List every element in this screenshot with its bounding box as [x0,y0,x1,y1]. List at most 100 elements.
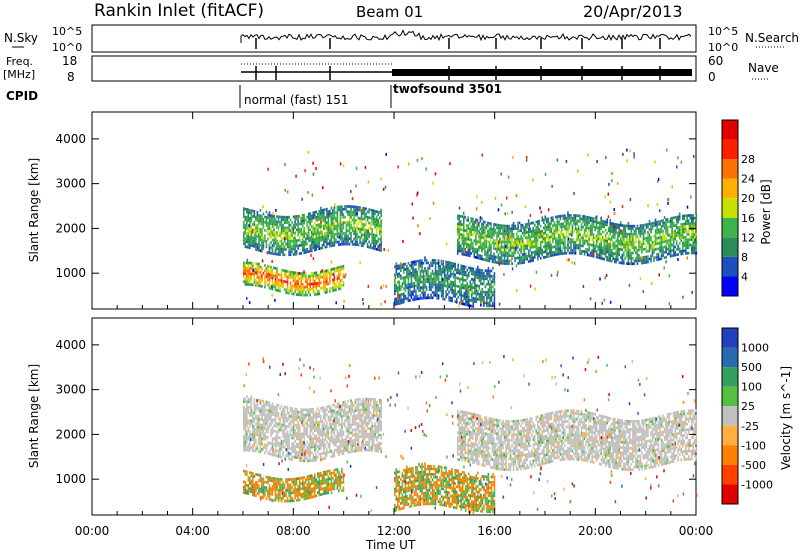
range-gate-cell [247,208,250,212]
range-gate-cell [378,246,381,249]
range-gate-cell [585,218,587,221]
range-gate-cell [288,229,290,232]
range-gate-cell [693,251,696,255]
range-gate-cell [476,229,479,233]
range-gate-cell [430,264,432,267]
range-gate-cell [316,212,319,216]
range-gate-cell [280,282,283,285]
range-gate-cell [291,276,293,280]
range-gate-cell [350,205,352,208]
range-gate-cell [580,249,583,253]
range-gate-cell [490,299,493,302]
range-gate-cell [395,262,398,266]
range-gate-cell [472,270,475,273]
range-gate-cell [555,250,557,254]
range-gate-cell [456,233,459,237]
range-gate-cell [365,231,367,235]
range-gate-cell [431,258,434,262]
range-gate-cell [612,254,615,258]
range-gate-cell [284,188,287,192]
range-gate-cell [306,432,309,436]
range-gate-cell [516,288,518,292]
range-gate-cell [665,221,667,224]
range-gate-cell [261,431,263,435]
range-gate-cell [329,209,331,213]
range-gate-cell [307,454,310,457]
range-gate-cell [292,223,295,227]
range-gate-cell [294,445,296,448]
range-gate-cell [298,228,301,231]
range-gate-cell [406,267,408,271]
range-gate-cell [354,213,357,217]
range-gate-cell [533,237,536,240]
range-gate-cell [342,267,345,271]
range-gate-cell [479,241,482,244]
range-gate-cell [339,287,342,290]
range-gate-cell [580,252,583,256]
range-gate-cell [264,432,266,436]
range-gate-cell [282,423,284,427]
range-gate-cell [464,265,467,269]
range-gate-cell [335,285,337,289]
range-gate-cell [286,451,289,455]
range-gate-cell [333,222,336,226]
range-gate-cell [261,426,263,430]
range-gate-cell [480,290,482,294]
range-gate-cell [292,436,295,440]
range-gate-cell [250,283,253,287]
range-gate-cell [261,448,263,451]
range-gate-cell [576,233,578,236]
range-gate-cell [432,201,435,205]
range-gate-cell [327,228,330,232]
range-gate-cell [268,425,271,429]
range-gate-cell [557,270,559,274]
range-gate-cell [264,274,266,278]
range-gate-cell [247,211,250,214]
range-gate-cell [489,272,491,275]
range-gate-cell [564,246,566,250]
range-gate-cell [478,256,480,260]
range-gate-cell [582,239,584,242]
range-gate-cell [573,222,575,225]
range-gate-cell [351,229,354,233]
range-gate-cell [482,228,485,232]
range-gate-cell [491,230,494,234]
range-gate-cell [375,242,378,246]
range-gate-cell [297,225,299,229]
range-gate-cell [686,230,689,234]
range-gate-cell [270,287,272,290]
range-gate-cell [369,224,372,228]
range-gate-cell [250,267,253,270]
range-gate-cell [633,232,636,236]
range-gate-cell [436,278,438,281]
range-gate-cell [508,238,510,241]
range-gate-cell [313,216,316,220]
range-gate-cell [629,262,631,266]
range-gate-cell [318,223,321,226]
range-gate-cell [454,289,456,293]
range-gate-cell [428,274,431,278]
range-gate-cell [274,223,277,226]
range-gate-cell [530,221,533,225]
range-gate-cell [650,243,652,247]
range-gate-cell [466,274,469,277]
range-gate-cell [478,254,480,257]
range-gate-cell [603,298,606,302]
range-gate-cell [258,243,260,247]
range-gate-cell [288,441,290,445]
range-gate-cell [279,407,281,410]
range-gate-cell [267,444,269,447]
range-gate-cell [286,221,289,224]
range-gate-cell [291,450,293,453]
range-gate-cell [675,215,678,219]
range-gate-cell [398,280,401,284]
range-gate-cell [662,235,664,239]
range-gate-cell [642,242,645,246]
range-gate-cell [298,429,301,433]
range-gate-cell [511,251,513,255]
range-gate-cell [592,222,595,226]
range-gate-cell [535,236,538,240]
range-gate-cell [280,268,283,272]
range-gate-cell [318,289,321,293]
range-gate-cell [467,304,470,307]
